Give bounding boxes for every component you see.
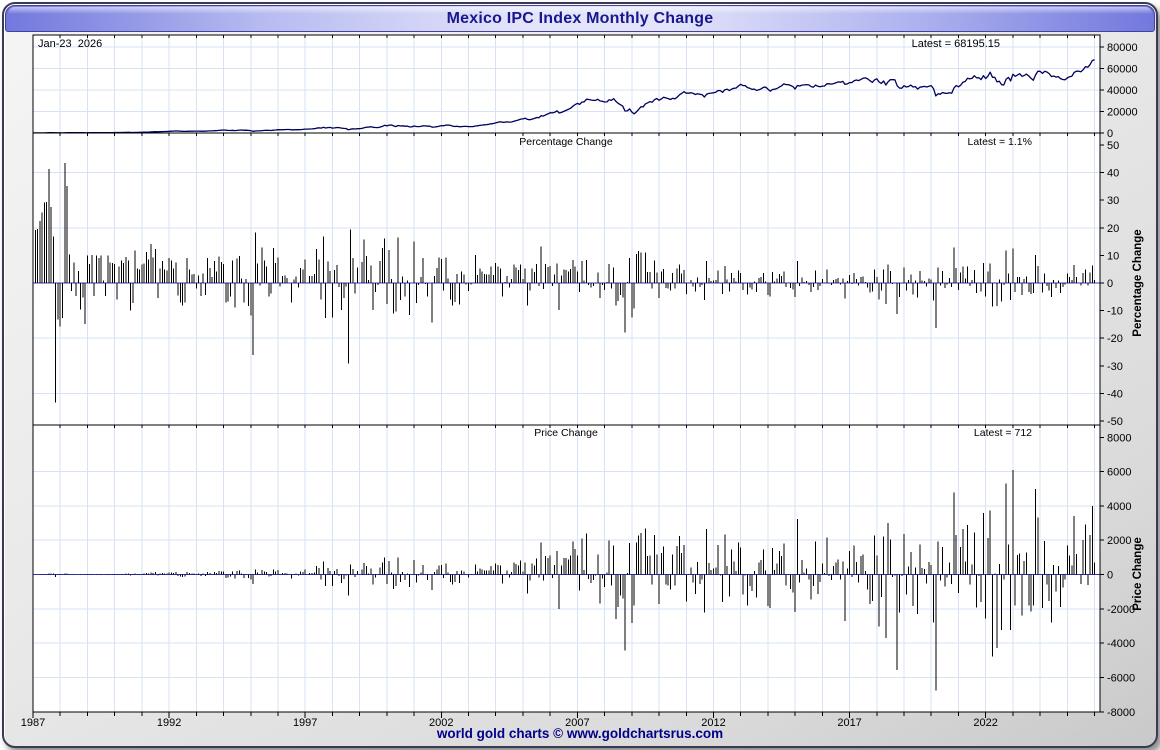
y-tick-label: 0 [1107,278,1113,290]
y-tick-label: 30 [1107,195,1119,207]
index-latest-label: Latest = 68195.15 [912,38,1000,50]
footer-credit: world gold charts © www.goldchartsrus.co… [436,726,724,741]
index-level-line [33,59,1095,134]
y-tick-label: 10 [1107,250,1119,262]
latest-date-label: Jan-23 2026 [38,38,102,50]
axis-tick-labels: 80000600004000020000050403020100-10-20-3… [21,42,1138,729]
y-tick-label: -6000 [1107,672,1135,684]
panel-borders [32,34,1101,713]
x-tick-label: 2002 [429,717,453,729]
percentage-change-bars [34,162,1096,403]
price-latest-label: Latest = 712 [974,427,1032,439]
title-bar: Mexico IPC Index Monthly Change [5,5,1155,32]
x-tick-label: 2012 [701,717,725,729]
x-tick-label: 2017 [837,717,861,729]
price-change-bars [34,469,1096,691]
percentage-axis-title: Percentage Change [1132,229,1144,336]
y-tick-label: 40 [1107,168,1119,180]
x-tick-label: 2022 [973,717,997,729]
percentage-latest-label: Latest = 1.1% [967,136,1032,148]
y-tick-label: 80000 [1107,42,1138,54]
price-axis-title: Price Change [1132,537,1144,611]
price-change-caption: Price Change [534,427,598,439]
y-tick-label: 8000 [1107,432,1131,444]
grid-lines [33,35,1100,712]
x-tick-label: 1992 [157,717,181,729]
tick-marks [32,35,1104,718]
y-tick-label: 50 [1107,140,1119,152]
page-title: Mexico IPC Index Monthly Change [446,10,714,27]
y-tick-label: -10 [1107,306,1123,318]
y-tick-label: -20 [1107,333,1123,345]
x-tick-label: 1997 [293,717,317,729]
y-tick-label: 20000 [1107,107,1138,119]
y-tick-label: 0 [1107,570,1113,582]
y-tick-label: 2000 [1107,535,1131,547]
y-tick-label: 0 [1107,128,1113,140]
x-tick-label: 1987 [21,717,45,729]
x-tick-label: 2007 [565,717,589,729]
plot-background [33,35,1100,712]
y-tick-label: 20 [1107,223,1119,235]
y-tick-label: 40000 [1107,85,1138,97]
y-tick-label: 4000 [1107,501,1131,513]
y-tick-label: -2000 [1107,604,1135,616]
y-tick-label: -50 [1107,416,1123,428]
y-tick-label: 60000 [1107,64,1138,76]
y-tick-label: -40 [1107,388,1123,400]
y-tick-label: 6000 [1107,467,1131,479]
generated-chart-layers: 80000600004000020000050403020100-10-20-3… [21,34,1138,729]
titlebar-gloss [8,7,1152,14]
y-tick-label: -4000 [1107,638,1135,650]
percentage-change-caption: Percentage Change [519,136,613,148]
y-tick-label: -30 [1107,361,1123,373]
y-tick-label: -8000 [1107,707,1135,719]
